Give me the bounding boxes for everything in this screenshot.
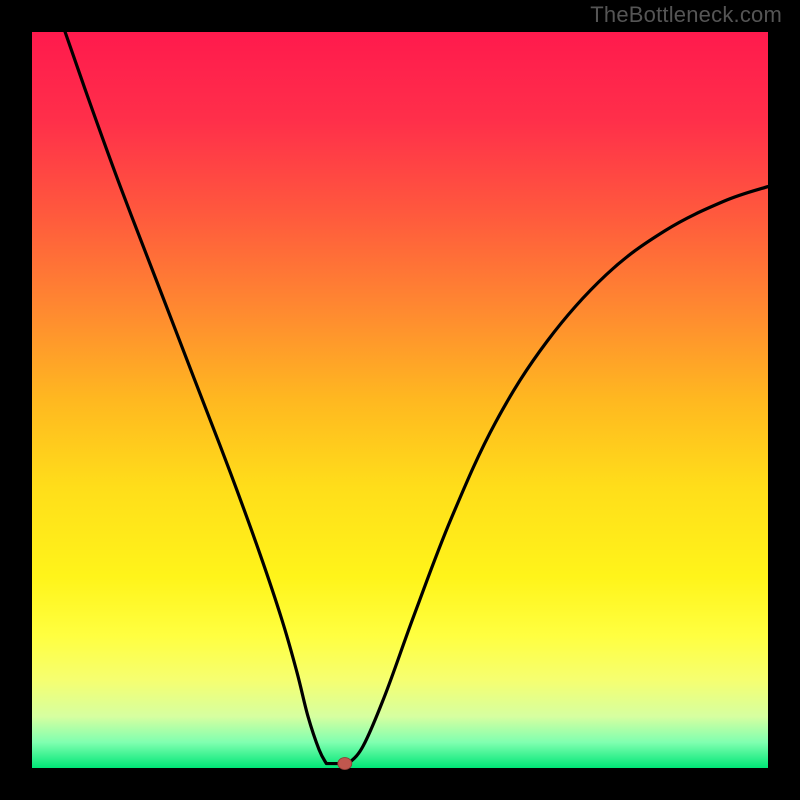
optimal-point-marker (338, 758, 352, 770)
chart-container: TheBottleneck.com (0, 0, 800, 800)
watermark-text: TheBottleneck.com (590, 2, 782, 28)
bottleneck-chart (0, 0, 800, 800)
